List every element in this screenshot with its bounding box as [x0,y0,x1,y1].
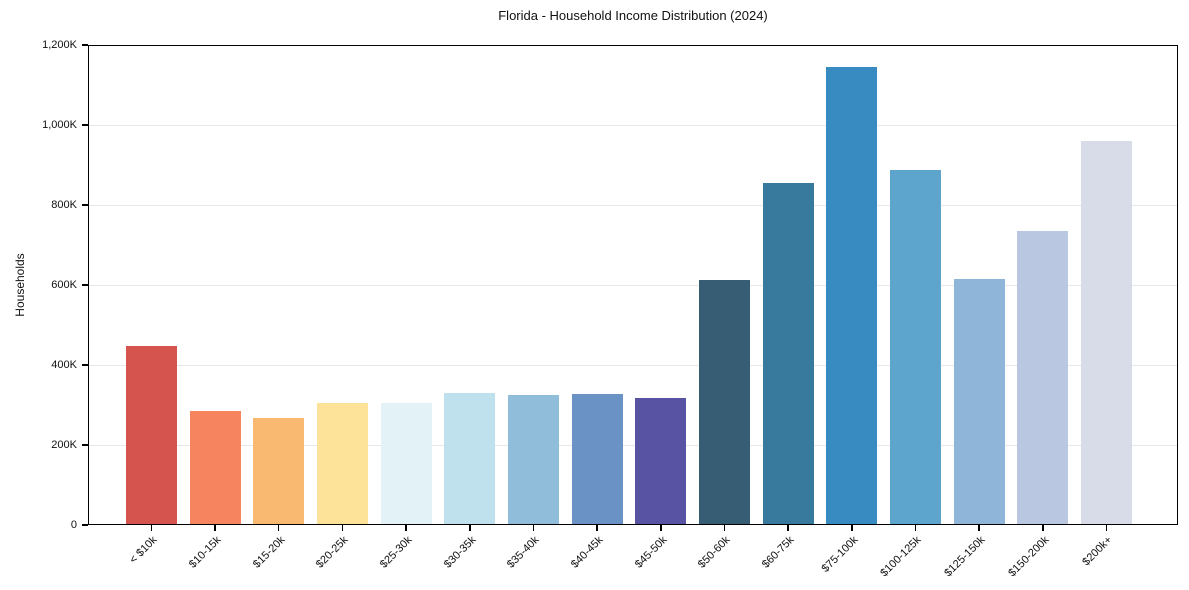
bar [316,402,368,525]
y-tick [82,524,88,526]
y-tick [82,124,88,126]
x-tick-label: $35-40k [505,534,542,571]
bar [635,397,687,525]
bar [826,67,878,525]
x-tick-label: $60-75k [759,534,797,571]
x-tick [277,525,280,531]
x-tick-label: $20-25k [314,534,351,571]
x-tick-label: $100-125k [878,534,924,580]
bar [189,411,241,525]
x-tick-label: $40-45k [568,534,606,571]
x-tick [596,525,598,531]
x-tick [787,525,789,531]
x-tick [660,525,662,531]
y-tick [82,204,88,206]
x-tick-label: $10-15k [186,534,224,571]
x-tick-label: < $10k [127,534,160,567]
x-tick [532,525,535,531]
x-tick-label: $25-30k [377,534,415,571]
x-tick [1105,525,1108,531]
x-tick-label: $150-200k [1005,534,1052,580]
bar [953,279,1005,525]
y-tick [82,364,88,366]
y-tick-label: 1,000K [42,119,77,131]
y-tick [82,44,88,46]
x-tick-label: $15-20k [250,534,288,571]
gridline [88,205,1178,206]
chart-title: Florida - Household Income Distribution … [498,8,768,23]
bar [1017,230,1069,525]
y-tick [82,284,88,286]
y-tick-label: 1,200K [42,39,77,51]
bar [762,182,814,525]
x-tick-label: $200k+ [1080,534,1115,569]
bar [889,169,941,525]
x-tick-label: $30-35k [441,534,479,571]
plot-area [88,45,1178,525]
y-tick-label: 600K [51,279,77,291]
x-tick-label: $75-100k [819,534,861,575]
y-tick-label: 400K [51,359,77,371]
x-tick [341,525,344,531]
x-tick [723,525,726,531]
x-tick [914,525,917,531]
x-tick-label: $50-60k [696,534,733,571]
bar [380,403,432,525]
y-tick-label: 800K [51,199,77,211]
x-tick [214,525,216,531]
bar [698,279,750,525]
bar [125,345,177,525]
gridline [88,365,1178,366]
y-tick [82,444,88,446]
x-tick [1042,525,1044,531]
gridline [88,125,1178,126]
bar [1080,141,1132,525]
bar [444,393,496,525]
x-tick-label: $45-50k [632,534,670,571]
x-tick-label: $125-150k [942,534,988,580]
y-tick-label: 0 [70,519,77,531]
gridline [88,445,1178,446]
x-tick [978,525,980,531]
bar [253,418,305,525]
x-tick [851,525,853,531]
bar [571,394,623,525]
x-tick [469,525,471,531]
x-tick [405,525,407,531]
x-tick [150,525,153,531]
y-tick-label: 200K [51,439,77,451]
bar [507,394,559,525]
gridline [88,285,1178,286]
